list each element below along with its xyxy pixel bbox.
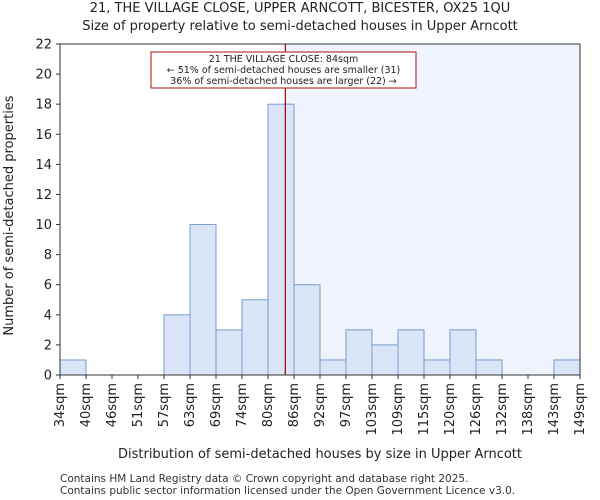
annotation-line-1: 21 THE VILLAGE CLOSE: 84sqm bbox=[209, 54, 359, 65]
x-tick-label: 132sqm bbox=[495, 383, 510, 436]
bar-143sqm bbox=[553, 359, 581, 376]
y-tick-label: 18 bbox=[35, 98, 52, 113]
y-tick-label: 0 bbox=[44, 369, 52, 384]
bar-57sqm bbox=[163, 314, 191, 376]
bar-92sqm bbox=[319, 359, 347, 376]
x-tick-label: 120sqm bbox=[443, 383, 458, 436]
y-tick-label: 10 bbox=[35, 218, 52, 233]
y-tick-label: 16 bbox=[35, 128, 52, 143]
x-tick-label: 92sqm bbox=[313, 383, 328, 427]
annotation-line-2: ← 51% of semi-detached houses are smalle… bbox=[167, 65, 401, 76]
x-tick-label: 138sqm bbox=[521, 383, 536, 436]
chart-subtitle: Size of property relative to semi-detach… bbox=[82, 19, 518, 34]
x-tick-label: 109sqm bbox=[391, 383, 406, 436]
chart-title: 21, THE VILLAGE CLOSE, UPPER ARNCOTT, BI… bbox=[89, 1, 511, 16]
y-tick-label: 14 bbox=[35, 158, 52, 173]
x-tick-label: 103sqm bbox=[365, 383, 380, 436]
x-tick-label: 57sqm bbox=[157, 383, 172, 427]
bar-115sqm bbox=[423, 359, 451, 376]
bar-74sqm bbox=[241, 299, 269, 376]
x-tick-label: 63sqm bbox=[183, 383, 198, 427]
x-tick-label: 149sqm bbox=[573, 383, 588, 436]
bars-group bbox=[59, 103, 581, 376]
x-tick-label: 143sqm bbox=[547, 383, 562, 436]
x-tick-label: 34sqm bbox=[53, 383, 68, 427]
annotation-box: 21 THE VILLAGE CLOSE: 84sqm ← 51% of sem… bbox=[150, 51, 417, 89]
larger-region-shading bbox=[285, 44, 580, 375]
x-axis: 34sqm 40sqm 46sqm 51sqm 57sqm 63sqm 69sqm 74sqm… bbox=[53, 375, 588, 436]
y-tick-label: 22 bbox=[35, 38, 52, 53]
bar-69sqm bbox=[215, 329, 243, 376]
y-tick-label: 4 bbox=[44, 308, 52, 323]
bar-126sqm bbox=[475, 359, 503, 376]
bar-109sqm bbox=[397, 329, 425, 376]
x-tick-label: 46sqm bbox=[105, 383, 120, 427]
y-axis-label: Number of semi-detached properties bbox=[2, 95, 17, 335]
annotation-line-3: 36% of semi-detached houses are larger (… bbox=[170, 76, 397, 87]
bar-80sqm bbox=[267, 103, 295, 376]
x-tick-label: 126sqm bbox=[469, 383, 484, 436]
bar-97sqm bbox=[345, 329, 373, 376]
x-tick-label: 80sqm bbox=[261, 383, 276, 427]
x-tick-label: 74sqm bbox=[235, 383, 250, 427]
bar-34sqm bbox=[59, 359, 87, 376]
y-tick-label: 6 bbox=[44, 278, 52, 293]
y-tick-label: 12 bbox=[35, 188, 52, 203]
x-tick-label: 86sqm bbox=[287, 383, 302, 427]
x-tick-label: 97sqm bbox=[339, 383, 354, 427]
x-tick-label: 40sqm bbox=[79, 383, 94, 427]
bar-86sqm bbox=[293, 284, 321, 376]
x-tick-label: 69sqm bbox=[209, 383, 224, 427]
bar-63sqm bbox=[189, 224, 217, 376]
y-axis: 0 2 4 6 8 10 12 14 16 18 20 22 bbox=[35, 38, 60, 384]
x-tick-label: 51sqm bbox=[131, 383, 146, 427]
bar-120sqm bbox=[449, 329, 477, 376]
y-tick-label: 20 bbox=[35, 68, 52, 83]
annotation-frame bbox=[150, 51, 417, 89]
bar-103sqm bbox=[371, 344, 399, 376]
y-tick-label: 2 bbox=[44, 338, 52, 353]
x-axis-label: Distribution of semi-detached houses by … bbox=[118, 447, 522, 462]
x-tick-label: 115sqm bbox=[417, 383, 432, 436]
footer-licence: Contains public sector information licen… bbox=[60, 485, 516, 497]
footer-copyright: Contains HM Land Registry data © Crown c… bbox=[60, 473, 469, 485]
y-tick-label: 8 bbox=[44, 248, 52, 263]
